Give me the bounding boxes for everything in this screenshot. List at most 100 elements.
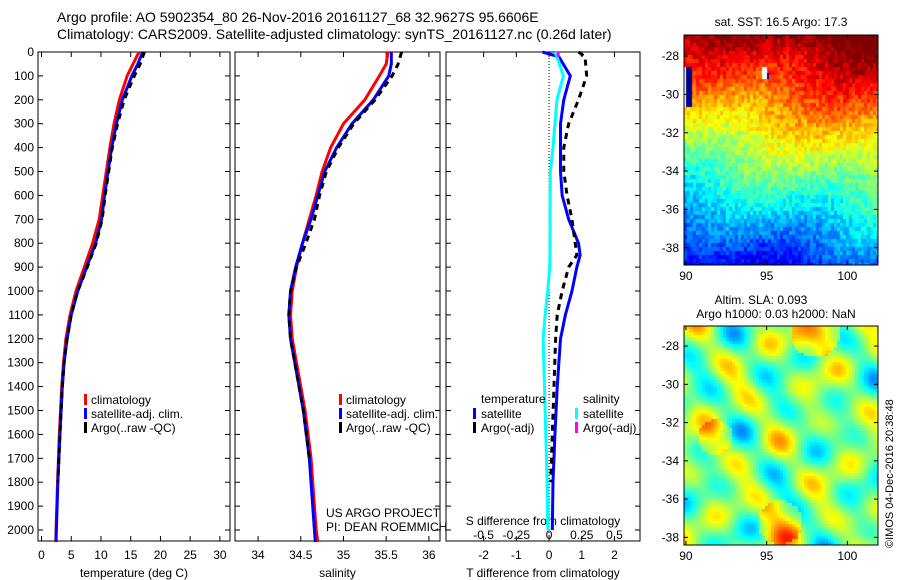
y-tick-label: 300 bbox=[14, 117, 34, 131]
lat-tick-label: -36 bbox=[662, 202, 680, 216]
axes-box bbox=[234, 51, 441, 542]
x2-axis-label: S difference from climatology bbox=[466, 514, 621, 528]
sla-map-panel: 90 95 100 -28 -30 -32 -34 -36 -38 Altim. SLA: 0.0… bbox=[662, 293, 879, 563]
legend-title-temperature: temperature bbox=[481, 392, 546, 406]
title-line1: Argo profile: AO 5902354_80 26-Nov-2016 … bbox=[57, 9, 539, 25]
legend-label: climatology bbox=[91, 393, 151, 407]
legend-title-salinity: salinity bbox=[583, 392, 620, 406]
lon-tick-label: 100 bbox=[837, 269, 857, 283]
x-axis-label: salinity bbox=[319, 566, 356, 580]
lat-tick-label: -32 bbox=[662, 126, 680, 140]
series-line-argo-raw-qc- bbox=[56, 51, 146, 483]
legend-label: Argo(..raw -QC) bbox=[346, 421, 431, 435]
axes-box bbox=[37, 51, 231, 542]
x-tick-label: 0 bbox=[38, 548, 45, 562]
y-tick-label: 1800 bbox=[7, 475, 34, 489]
y-tick-label: 100 bbox=[14, 69, 34, 83]
legend-label: satellite bbox=[583, 407, 624, 421]
lat-tick-label: -36 bbox=[662, 492, 680, 506]
legend-swatch bbox=[575, 422, 578, 433]
series-line-s-satellite bbox=[541, 51, 566, 531]
axes-box bbox=[445, 51, 641, 542]
legend-swatch bbox=[84, 394, 87, 405]
x2-tick-label: 0.25 bbox=[570, 528, 594, 542]
salinity-panel: 34 34.5 35 35.5 36 salinity climatologysatelli… bbox=[234, 51, 441, 580]
lat-tick-label: -28 bbox=[662, 49, 680, 63]
y-tick-label: 200 bbox=[14, 93, 34, 107]
x-tick-label: 36 bbox=[422, 548, 436, 562]
series-line-satellite-adj-clim- bbox=[287, 52, 393, 543]
legend-swatch bbox=[473, 422, 476, 433]
legend-label: satellite-adj. clim. bbox=[91, 407, 183, 421]
map-title: sat. SST: 16.5 Argo: 17.3 bbox=[715, 15, 848, 29]
lat-tick-label: -30 bbox=[662, 87, 680, 101]
x2-tick-label: -0.25 bbox=[503, 528, 531, 542]
lat-tick-label: -28 bbox=[662, 339, 680, 353]
temperature-panel: 0 5 10 15 20 25 300100200300400500600700800900… bbox=[7, 45, 231, 580]
y-tick-label: 1600 bbox=[7, 427, 34, 441]
map-subtitle: Argo h1000: 0.03 h2000: NaN bbox=[696, 307, 855, 321]
y-tick-label: 1300 bbox=[7, 356, 34, 370]
series-line-climatology bbox=[289, 51, 390, 543]
lat-tick-label: -32 bbox=[662, 416, 680, 430]
lon-tick-label: 90 bbox=[679, 269, 693, 283]
x-tick-label: 35 bbox=[337, 548, 351, 562]
y-tick-label: 2000 bbox=[7, 523, 34, 537]
x-tick-label: -2 bbox=[478, 548, 489, 562]
lat-tick-label: -38 bbox=[662, 241, 680, 255]
sla-map-image bbox=[684, 326, 878, 545]
legend-swatch bbox=[339, 422, 342, 433]
x-tick-label: 20 bbox=[154, 548, 168, 562]
series-line-satellite-adj-clim- bbox=[54, 51, 144, 542]
x-tick-label: 34 bbox=[251, 548, 265, 562]
legend-swatch bbox=[339, 394, 342, 405]
map-box bbox=[683, 325, 879, 546]
legend-swatch bbox=[84, 422, 87, 433]
legend-swatch bbox=[575, 408, 578, 419]
lon-tick-label: 90 bbox=[679, 549, 693, 563]
y-tick-label: 800 bbox=[14, 236, 34, 250]
title-line2: Climatology: CARS2009. Satellite-adjuste… bbox=[57, 26, 612, 42]
x2-tick-label: 0 bbox=[546, 528, 553, 542]
series-line-t-satellite bbox=[542, 50, 582, 531]
y-tick-label: 500 bbox=[14, 165, 34, 179]
copyright-text: ©IMOS 04-Dec-2016 20:38:48 bbox=[884, 399, 896, 548]
series-line-argo-raw-qc- bbox=[287, 51, 404, 459]
x-tick-label: 34.5 bbox=[289, 548, 313, 562]
x-tick-label: 15 bbox=[124, 548, 138, 562]
credit-text: US ARGO PROJECT bbox=[326, 506, 441, 520]
legend-swatch bbox=[84, 408, 87, 419]
x-axis-label: temperature (deg C) bbox=[80, 566, 188, 580]
legend-label: satellite-adj. clim. bbox=[346, 407, 438, 421]
legend-label: Argo(-adj) bbox=[583, 421, 636, 435]
x-tick-label: 1 bbox=[578, 548, 585, 562]
x-tick-label: 0 bbox=[546, 548, 553, 562]
y-tick-label: 1200 bbox=[7, 332, 34, 346]
legend-swatch bbox=[339, 408, 342, 419]
pi-text: PI: DEAN ROEMMICH bbox=[326, 520, 447, 534]
legend-label: Argo(..raw -QC) bbox=[91, 421, 176, 435]
legend-label: Argo(-adj) bbox=[481, 421, 534, 435]
legend-label: climatology bbox=[346, 393, 406, 407]
y-tick-label: 400 bbox=[14, 141, 34, 155]
y-tick-label: 1400 bbox=[7, 380, 34, 394]
x-tick-label: 25 bbox=[183, 548, 197, 562]
y-tick-label: 1100 bbox=[8, 308, 34, 322]
legend-label: satellite bbox=[481, 407, 522, 421]
y-tick-label: 600 bbox=[14, 188, 34, 202]
x-tick-label: 2 bbox=[611, 548, 618, 562]
y-tick-label: 1500 bbox=[7, 404, 34, 418]
map-title: Altim. SLA: 0.093 bbox=[715, 293, 808, 307]
lon-tick-label: 95 bbox=[760, 549, 774, 563]
y-tick-label: 1900 bbox=[7, 499, 34, 513]
y-tick-label: 1000 bbox=[7, 284, 34, 298]
lat-tick-label: -34 bbox=[662, 164, 680, 178]
y-tick-label: 700 bbox=[14, 212, 34, 226]
lat-tick-label: -30 bbox=[662, 377, 680, 391]
x-tick-label: -1 bbox=[511, 548, 522, 562]
lon-tick-label: 100 bbox=[837, 549, 857, 563]
x2-tick-label: -0.5 bbox=[473, 528, 494, 542]
sst-map-image bbox=[684, 35, 878, 265]
